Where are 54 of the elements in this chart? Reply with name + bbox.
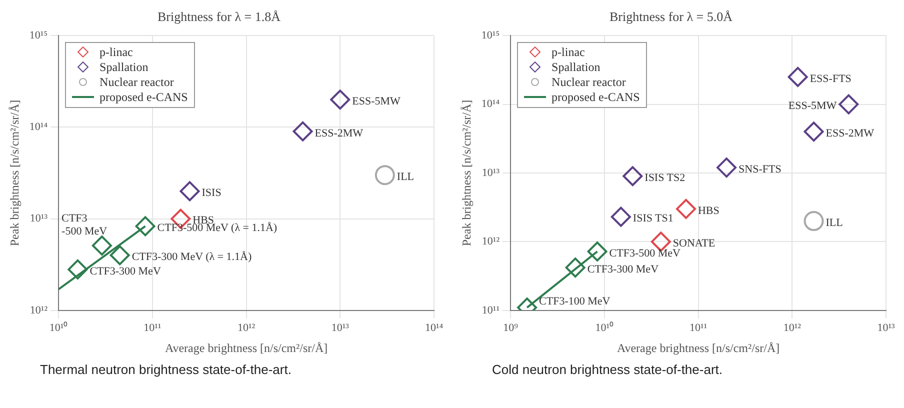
legend-label: Nuclear reactor xyxy=(100,74,174,90)
x-tick-label: 10¹³ xyxy=(877,322,896,334)
annotation: SONATE xyxy=(672,238,716,250)
annotation: CTF3-300 MeV xyxy=(90,265,161,278)
annotation: ESS-FTS xyxy=(810,72,852,85)
y-tick-label: 10¹⁵ xyxy=(29,29,48,42)
annotation: ISIS xyxy=(202,187,222,200)
annotation: ISIS TS2 xyxy=(644,172,686,184)
annotation: SNS-FTS xyxy=(738,163,782,176)
x-tick-label: 10¹² xyxy=(783,322,802,334)
x-tick-label: 10¹¹ xyxy=(689,322,708,334)
annotation: CTF3-300 MeV (λ = 1.1Å) xyxy=(132,250,252,264)
x-tick-label: 10¹⁴ xyxy=(424,322,444,334)
legend-label: p-linac xyxy=(100,44,133,60)
chart-title: Brightness for λ = 5.0Å xyxy=(609,9,734,24)
y-tick-label: 10¹³ xyxy=(30,212,48,225)
y-tick-label: 10¹¹ xyxy=(482,304,500,316)
y-tick-label: 10¹² xyxy=(482,236,500,248)
x-axis-title: Average brightness [n/s/cm²/sr/Å] xyxy=(164,340,328,355)
y-tick-label: 10¹⁴ xyxy=(481,98,500,110)
annotation: CTF3-500 MeV xyxy=(609,247,681,260)
x-tick-label: 10¹⁰ xyxy=(595,320,614,334)
annotation: ESS-2MW xyxy=(826,128,875,140)
x-tick-label: 10¹² xyxy=(237,322,256,334)
legend-label: p-linac xyxy=(552,44,585,60)
annotation: ILL xyxy=(826,216,844,229)
legend-label: Nuclear reactor xyxy=(552,74,626,90)
y-tick-label: 10¹⁵ xyxy=(481,29,500,42)
x-axis-title: Average brightness [n/s/cm²/sr/Å] xyxy=(616,340,780,355)
y-axis-title: Peak brightness [n/s/cm²/sr/Å] xyxy=(459,100,474,246)
annotation: CTF3 -500 MeV xyxy=(62,212,108,238)
annotation: CTF3-100 MeV xyxy=(539,295,610,308)
legend-label: Spallation xyxy=(552,60,600,75)
y-tick-label: 10¹² xyxy=(30,304,48,316)
x-tick-label: 10⁹ xyxy=(503,322,518,334)
annotation: ESS-2MW xyxy=(314,127,364,140)
x-tick-label: 10¹³ xyxy=(331,322,350,334)
text: Cold neutron brightness state-of-the-art. xyxy=(491,362,724,377)
annotation: HBS xyxy=(698,204,720,217)
y-axis-title: Peak brightness [n/s/cm²/sr/Å] xyxy=(7,100,22,246)
legend-label: proposed e-CANS xyxy=(552,90,640,105)
x-tick-label: 10¹¹ xyxy=(144,322,162,334)
text: Thermal neutron brightness state-of-the-art. xyxy=(39,362,292,377)
annotation: ISIS TS1 xyxy=(632,212,674,225)
annotation: ESS-5MW xyxy=(788,100,838,112)
chart-title: Brightness for λ = 1.8Å xyxy=(157,9,282,24)
x-tick-label: 10¹⁰ xyxy=(49,320,68,334)
legend-label: proposed e-CANS xyxy=(100,90,188,105)
annotation: ILL xyxy=(396,170,414,183)
y-tick-label: 10¹⁴ xyxy=(29,121,48,134)
annotation: CTF3-300 MeV xyxy=(587,263,659,276)
y-tick-label: 10¹³ xyxy=(482,166,500,179)
annotation: ESS-5MW xyxy=(352,96,402,108)
legend-label: Spallation xyxy=(100,60,148,75)
